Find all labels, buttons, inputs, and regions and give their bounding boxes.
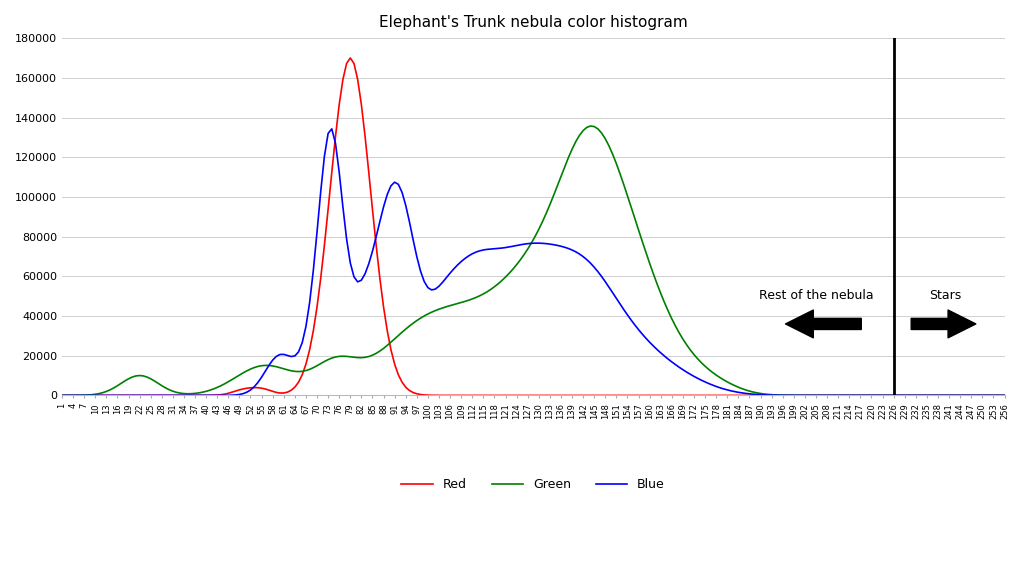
Green [466, 295, 478, 302]
Red [355, 101, 368, 108]
Green [998, 392, 1011, 399]
Blue [998, 392, 1011, 399]
Green [585, 123, 597, 129]
Blue [824, 392, 837, 399]
Red [470, 392, 482, 399]
Blue [525, 240, 538, 247]
Blue [355, 277, 368, 284]
Text: Stars: Stars [929, 289, 962, 302]
Green [824, 392, 837, 399]
Blue [326, 125, 338, 132]
Line: Red: Red [62, 58, 1005, 396]
Green [403, 323, 416, 329]
Line: Green: Green [62, 126, 1005, 396]
Red [824, 392, 837, 399]
Legend: Red, Green, Blue: Red, Green, Blue [396, 473, 670, 496]
Blue [418, 278, 430, 285]
Green [351, 354, 364, 361]
Blue [56, 392, 69, 399]
Red [418, 392, 430, 398]
Red [344, 55, 356, 62]
Red [525, 392, 538, 399]
Red [998, 392, 1011, 399]
Green [415, 315, 427, 321]
Red [407, 389, 419, 396]
Blue [407, 236, 419, 243]
Green [521, 246, 534, 253]
Text: Rest of the nebula: Rest of the nebula [759, 289, 873, 302]
Line: Blue: Blue [62, 129, 1005, 396]
Blue [470, 249, 482, 255]
Green [56, 392, 69, 399]
Red [56, 392, 69, 399]
Title: Elephant's Trunk nebula color histogram: Elephant's Trunk nebula color histogram [379, 15, 688, 30]
